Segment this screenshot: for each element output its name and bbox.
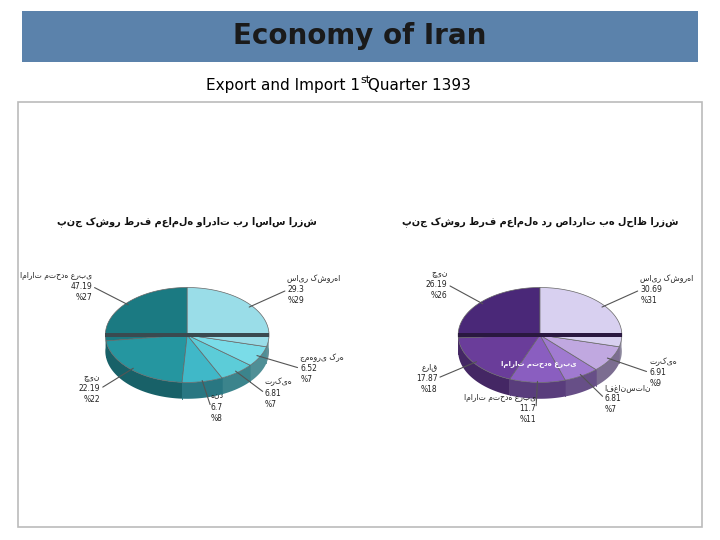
Text: ترکیه
6.81
%7: ترکیه 6.81 %7 <box>265 377 292 409</box>
Text: عراق
17.87
%18: عراق 17.87 %18 <box>415 362 438 394</box>
Polygon shape <box>459 335 540 379</box>
Text: st: st <box>360 75 370 85</box>
Polygon shape <box>187 287 269 347</box>
Polygon shape <box>565 369 596 396</box>
Polygon shape <box>596 347 619 386</box>
Text: افغانستان
6.81
%7: افغانستان 6.81 %7 <box>605 383 651 414</box>
Text: جمهوری کره
6.52
%7: جمهوری کره 6.52 %7 <box>300 353 344 384</box>
Text: Quarter 1393: Quarter 1393 <box>364 78 472 93</box>
Polygon shape <box>510 335 565 382</box>
Text: هند
6.7
%8: هند 6.7 %8 <box>211 392 224 423</box>
Polygon shape <box>106 341 182 399</box>
Text: ترکیه
6.91
%9: ترکیه 6.91 %9 <box>649 357 677 388</box>
Polygon shape <box>182 335 222 382</box>
Text: پنج کشور طرف معامله واردات بر اساس ارزش: پنج کشور طرف معامله واردات بر اساس ارزش <box>58 217 317 227</box>
Polygon shape <box>222 365 251 394</box>
Polygon shape <box>540 335 596 380</box>
Polygon shape <box>106 335 187 382</box>
Text: امارات متحده عربی
47.19
%27: امارات متحده عربی 47.19 %27 <box>20 271 92 302</box>
Polygon shape <box>540 287 622 347</box>
Polygon shape <box>619 331 622 363</box>
Text: Export and Import 1: Export and Import 1 <box>206 78 360 93</box>
Polygon shape <box>540 335 619 369</box>
Polygon shape <box>459 338 510 395</box>
Text: Economy of Iran: Economy of Iran <box>233 23 487 50</box>
Polygon shape <box>266 331 269 363</box>
Text: امارات متحده عربی: امارات متحده عربی <box>500 360 576 367</box>
Text: سایر کشورها
30.69
%31: سایر کشورها 30.69 %31 <box>640 274 693 306</box>
Text: سایر کشورها
29.3
%29: سایر کشورها 29.3 %29 <box>287 274 341 306</box>
FancyBboxPatch shape <box>22 11 698 62</box>
Text: امارات متحده عربی
11.7
%11: امارات متحده عربی 11.7 %11 <box>464 393 536 424</box>
Polygon shape <box>251 347 266 382</box>
Polygon shape <box>510 379 565 399</box>
Polygon shape <box>182 378 222 399</box>
Text: چین
26.19
%26: چین 26.19 %26 <box>426 269 448 300</box>
Bar <box>458 333 622 338</box>
Text: چین
22.19
%22: چین 22.19 %22 <box>79 373 100 404</box>
FancyBboxPatch shape <box>18 102 702 527</box>
Polygon shape <box>187 335 251 378</box>
Polygon shape <box>458 287 540 338</box>
Bar <box>105 333 269 338</box>
Text: پنج کشور طرف معامله در صادرات به لحاظ ارزش: پنج کشور طرف معامله در صادرات به لحاظ ار… <box>402 217 678 227</box>
Polygon shape <box>187 335 266 365</box>
Polygon shape <box>105 287 187 341</box>
